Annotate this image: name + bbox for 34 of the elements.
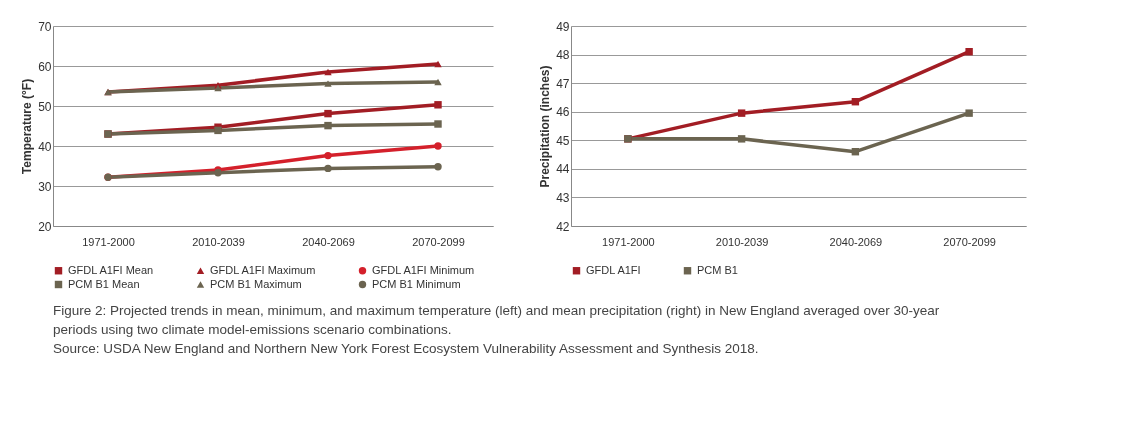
legend-label: PCM B1 xyxy=(697,263,738,276)
x-tick-label: 2010-2039 xyxy=(715,235,769,248)
source-note: Source: USDA New England and Northern New York Forest Ecosystem Vulnerability Assessment and Synthesis 2018. xyxy=(53,341,759,356)
y-tick-label: 48 xyxy=(556,48,570,63)
y-tick-label: 40 xyxy=(38,139,52,154)
y-tick-label: 50 xyxy=(38,99,52,114)
y-tick-label: 45 xyxy=(556,133,570,148)
y-tick-label: 20 xyxy=(38,219,52,234)
y-tick-label: 60 xyxy=(38,59,52,74)
legend-label: GFDL A1FI xyxy=(586,263,641,276)
y-tick-label: 44 xyxy=(556,162,570,177)
legend-label: GFDL A1FI Minimum xyxy=(372,263,475,276)
x-tick-label: 2040-2069 xyxy=(302,235,355,248)
legend-label: GFDL A1FI Maximum xyxy=(210,263,316,276)
x-tick-label: 2070-2099 xyxy=(943,235,996,248)
y-axis-title: Precipitation (inches) xyxy=(538,65,553,188)
y-tick-label: 47 xyxy=(556,76,570,91)
x-tick-label: 2040-2069 xyxy=(829,235,883,248)
legend-label: PCM B1 Mean xyxy=(68,277,140,290)
y-tick-label: 46 xyxy=(556,105,570,120)
y-tick-label: 70 xyxy=(38,19,52,34)
y-axis-title: Temperature (°F) xyxy=(20,78,35,175)
legend-label: PCM B1 Maximum xyxy=(210,277,302,290)
y-tick-label: 49 xyxy=(556,19,570,34)
x-tick-label: 1971-2000 xyxy=(82,235,135,248)
x-tick-label: 1971-2000 xyxy=(602,235,655,248)
y-tick-label: 42 xyxy=(556,219,570,234)
legend-label: GFDL A1FI Mean xyxy=(68,263,154,276)
x-tick-label: 2070-2099 xyxy=(412,235,465,248)
y-tick-label: 30 xyxy=(38,179,52,194)
legend-label: PCM B1 Minimum xyxy=(372,277,461,290)
x-tick-label: 2010-2039 xyxy=(192,235,245,248)
caption: Figure 2: Projected trends in mean, minimum, and maximum temperature (left) and mean precipitation (right) in New England averaged over 30-year periods using two climate model-emissions scenario combinations. xyxy=(53,303,940,337)
y-tick-label: 43 xyxy=(556,190,570,205)
